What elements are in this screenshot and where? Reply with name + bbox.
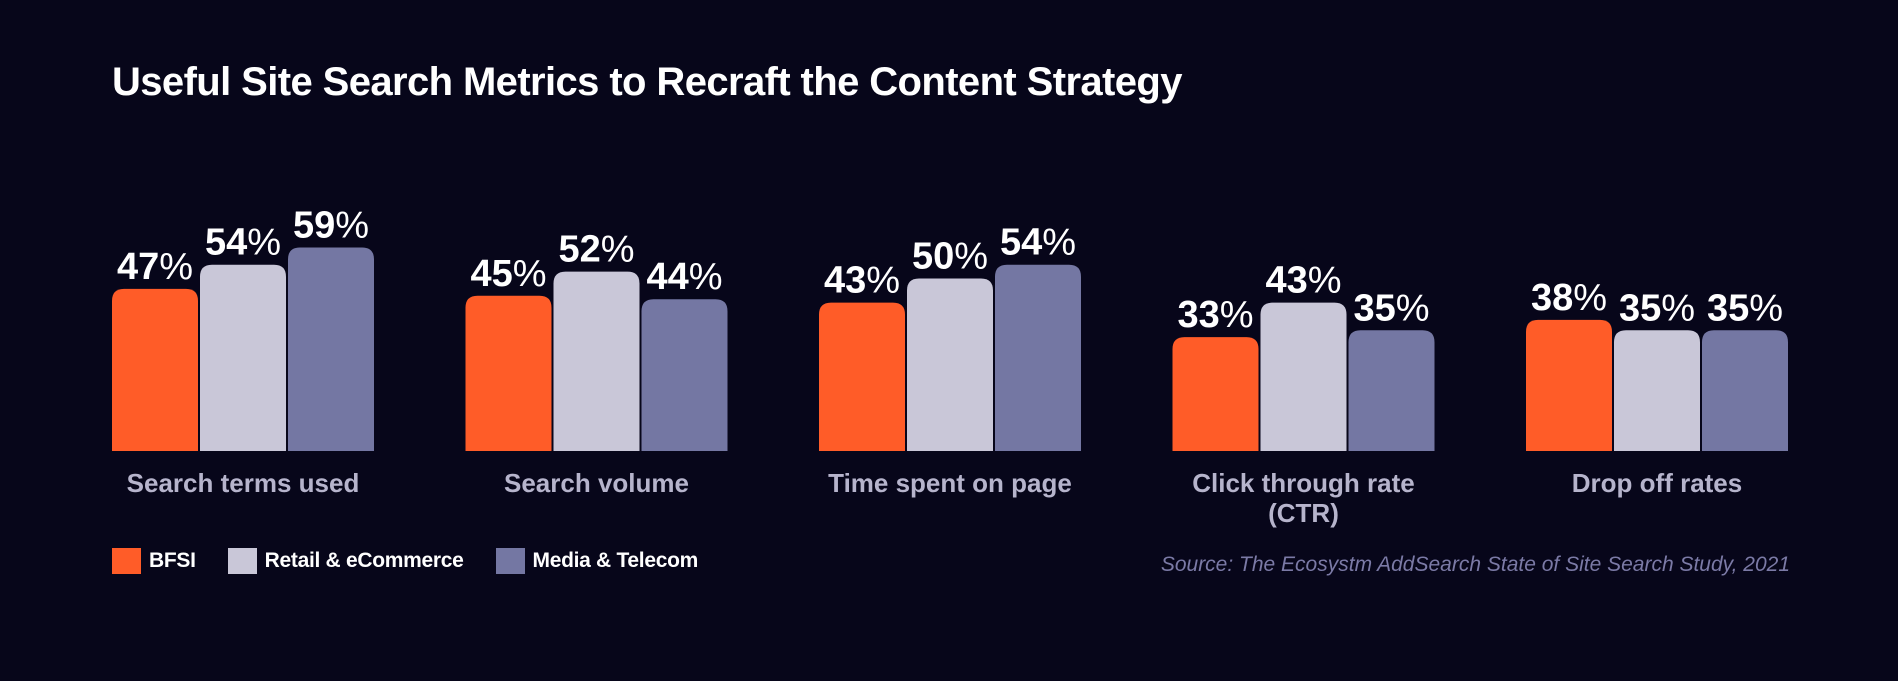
bar-retail-0 xyxy=(200,264,286,451)
legend-label-retail: Retail & eCommerce xyxy=(264,549,464,572)
bar-retail-3 xyxy=(1260,302,1347,451)
value-label-bfsi-3: 33% xyxy=(1177,294,1253,336)
value-label-media-2: 54% xyxy=(1000,222,1076,264)
bar-media-4 xyxy=(1702,330,1788,451)
value-label-media-1: 44% xyxy=(646,256,722,298)
bar-retail-2 xyxy=(907,278,993,451)
value-label-bfsi-2: 43% xyxy=(824,260,900,302)
category-label-1: Search volume xyxy=(504,468,689,498)
bar-chart: 47% 54% 59% Search terms used 45% 52% 44% Searc… xyxy=(112,204,1788,528)
chart-title: Useful Site Search Metrics to Recraft th… xyxy=(112,60,1183,104)
bar-bfsi-3 xyxy=(1172,337,1259,451)
value-label-bfsi-0: 47% xyxy=(117,246,193,288)
bar-media-3 xyxy=(1348,330,1435,451)
category-label-4: Drop off rates xyxy=(1572,468,1742,498)
bar-retail-4 xyxy=(1614,330,1700,451)
value-label-retail-1: 52% xyxy=(558,229,634,271)
bar-bfsi-4 xyxy=(1526,319,1612,451)
value-label-media-0: 59% xyxy=(293,204,369,246)
legend-item-retail: Retail & eCommerce xyxy=(227,548,464,574)
legend-label-media: Media & Telecom xyxy=(532,549,699,572)
value-label-retail-0: 54% xyxy=(205,222,281,264)
legend-swatch-retail xyxy=(227,548,257,574)
bar-media-0 xyxy=(288,247,374,451)
legend-item-bfsi: BFSI xyxy=(112,548,196,574)
value-label-bfsi-4: 38% xyxy=(1531,277,1607,319)
legend-swatch-bfsi xyxy=(112,548,141,574)
value-label-bfsi-1: 45% xyxy=(470,253,546,295)
bar-retail-1 xyxy=(553,271,640,451)
legend: BFSI Retail & eCommerce Media & Telecom xyxy=(112,548,730,574)
source-note: Source: The Ecosystm AddSearch State of … xyxy=(1160,553,1790,576)
value-label-retail-4: 35% xyxy=(1619,287,1695,329)
bar-bfsi-1 xyxy=(465,295,552,451)
bar-bfsi-2 xyxy=(819,302,905,451)
legend-swatch-media xyxy=(495,548,525,574)
bar-bfsi-0 xyxy=(112,288,198,451)
bar-media-2 xyxy=(995,264,1081,451)
category-label-0: Search terms used xyxy=(127,468,360,498)
value-label-retail-3: 43% xyxy=(1265,260,1341,302)
bar-media-1 xyxy=(641,299,728,451)
legend-label-bfsi: BFSI xyxy=(149,549,196,572)
category-label-3: Click through rate (CTR) xyxy=(1192,468,1414,528)
value-label-media-4: 35% xyxy=(1707,287,1783,329)
value-label-media-3: 35% xyxy=(1353,287,1429,329)
value-label-retail-2: 50% xyxy=(912,236,988,278)
category-label-2: Time spent on page xyxy=(828,468,1072,498)
legend-item-media: Media & Telecom xyxy=(495,548,699,574)
